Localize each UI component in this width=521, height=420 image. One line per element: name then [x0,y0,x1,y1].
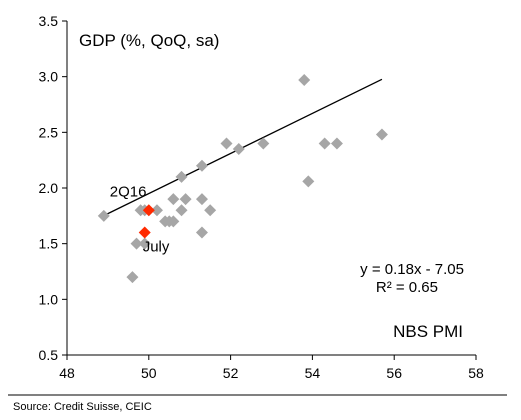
chart-title: GDP (%, QoQ, sa) [79,31,219,50]
data-point [175,204,188,217]
data-point [220,137,233,150]
x-tick-label: 52 [223,365,239,381]
data-point [150,204,163,217]
x-tick-label: 48 [59,365,75,381]
point-label: 2Q16 [110,183,147,200]
y-tick-label: 3.5 [39,13,59,29]
highlighted-point [138,226,151,239]
data-point [298,74,311,87]
x-tick-label: 54 [305,365,321,381]
data-point [232,143,245,156]
data-point [138,237,151,250]
x-ticks: 48 50 52 54 56 58 [59,355,484,381]
data-point [257,137,270,150]
data-point [375,128,388,141]
data-point [175,170,188,183]
x-tick-label: 56 [386,365,402,381]
point-labels: 2Q16 July [110,183,170,255]
y-tick-label: 3.0 [39,69,59,85]
x-tick-label: 58 [468,365,484,381]
data-point [130,237,143,250]
r-squared-label: R² = 0.65 [376,279,438,296]
y-ticks: 0.5 1.0 1.5 2.0 2.5 3.0 3.5 [39,13,67,363]
data-point [318,137,331,150]
y-tick-label: 2.5 [39,124,59,140]
data-point [195,159,208,172]
data-points [97,74,388,284]
y-tick-label: 1.5 [39,236,59,252]
data-point [167,215,180,228]
point-label: July [143,239,170,256]
data-point [302,175,315,188]
y-tick-label: 0.5 [39,347,59,363]
y-tick-label: 1.0 [39,291,59,307]
data-point [195,226,208,239]
trendline-equation: y = 0.18x - 7.05 [360,261,464,278]
data-point [126,271,139,284]
data-point [97,209,110,222]
data-point [195,193,208,206]
data-point [179,193,192,206]
x-axis-label: NBS PMI [393,322,463,341]
highlighted-point [142,204,155,217]
data-point [330,137,343,150]
source-note: Source: Credit Suisse, CEIC [13,401,152,413]
data-point [167,193,180,206]
data-point [204,204,217,217]
y-tick-label: 2.0 [39,180,59,196]
x-tick-label: 50 [141,365,157,381]
